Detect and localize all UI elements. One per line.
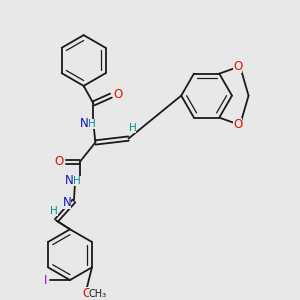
Text: O: O (55, 154, 64, 167)
Text: N: N (64, 174, 74, 187)
Text: H: H (129, 123, 136, 133)
Text: H: H (73, 176, 81, 185)
Text: N: N (63, 196, 71, 209)
Text: I: I (44, 274, 47, 286)
Text: N: N (80, 117, 89, 130)
Text: H: H (88, 119, 95, 129)
Text: H: H (50, 206, 58, 216)
Text: O: O (113, 88, 122, 101)
Text: O: O (233, 118, 242, 131)
Text: O: O (82, 287, 92, 300)
Text: CH₃: CH₃ (89, 289, 107, 299)
Text: O: O (233, 60, 242, 73)
